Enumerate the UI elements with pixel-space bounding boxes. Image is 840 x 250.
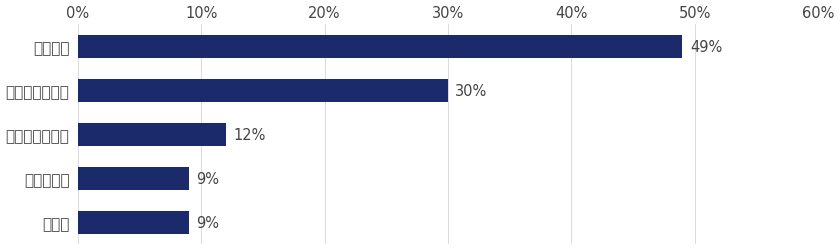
Bar <box>78 80 448 102</box>
Text: 9%: 9% <box>197 171 219 186</box>
Text: 9%: 9% <box>197 215 219 230</box>
Bar <box>78 124 226 146</box>
Text: 12%: 12% <box>234 128 265 142</box>
Text: 30%: 30% <box>455 84 488 98</box>
Bar <box>78 211 189 234</box>
Text: 49%: 49% <box>690 40 722 55</box>
Bar <box>78 167 189 190</box>
Bar <box>78 36 682 59</box>
